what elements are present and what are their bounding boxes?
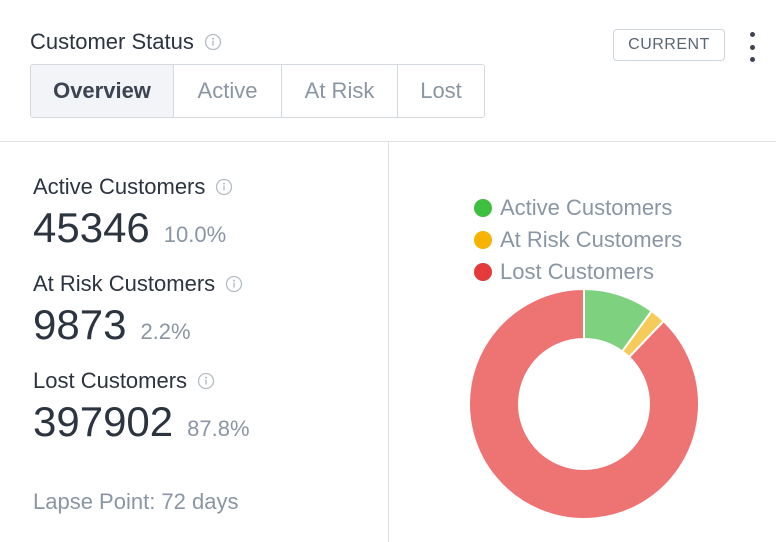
- stat-percent: 10.0%: [163, 222, 227, 247]
- info-icon[interactable]: [197, 372, 215, 390]
- stat-value: 9873: [33, 301, 127, 348]
- card-title: Customer Status: [30, 29, 194, 54]
- stat-at-risk: At Risk Customers 9873 2.2%: [33, 269, 373, 349]
- kebab-menu-icon[interactable]: [744, 32, 760, 62]
- info-icon[interactable]: [215, 178, 233, 196]
- legend-label: Active Customers: [500, 195, 673, 220]
- tab-overview[interactable]: Overview: [31, 65, 174, 117]
- stat-percent: 2.2%: [140, 319, 191, 344]
- legend-item-active[interactable]: Active Customers: [474, 192, 682, 224]
- stat-value-row: 397902 87.8%: [33, 398, 373, 446]
- legend-dot-lost: [474, 263, 492, 281]
- chart-legend: Active Customers At Risk Customers Lost …: [474, 192, 682, 288]
- stat-value-row: 9873 2.2%: [33, 301, 373, 349]
- stat-value: 45346: [33, 204, 150, 251]
- status-tabs: Overview Active At Risk Lost: [30, 64, 485, 118]
- card-title-row: Customer Status: [30, 29, 222, 55]
- info-icon[interactable]: [225, 275, 243, 293]
- legend-dot-active: [474, 199, 492, 217]
- stat-percent: 87.8%: [187, 416, 250, 441]
- donut-chart: [468, 288, 700, 520]
- stat-label-row: Lost Customers: [33, 366, 373, 396]
- column-divider: [388, 142, 389, 542]
- tab-at-risk[interactable]: At Risk: [282, 65, 398, 117]
- stat-label: Lost Customers: [33, 368, 188, 393]
- card-header: Customer Status CURRENT Overview Active …: [0, 0, 776, 142]
- tab-active[interactable]: Active: [174, 65, 282, 117]
- stat-active: Active Customers 45346 10.0%: [33, 172, 373, 252]
- legend-dot-at-risk: [474, 231, 492, 249]
- stat-value: 397902: [33, 398, 174, 445]
- legend-label: At Risk Customers: [500, 227, 683, 252]
- legend-item-lost[interactable]: Lost Customers: [474, 256, 682, 288]
- current-badge: CURRENT: [613, 29, 725, 61]
- kebab-dot: [749, 57, 755, 62]
- stat-label: Active Customers: [33, 174, 206, 199]
- stat-lost: Lost Customers 397902 87.8%: [33, 366, 373, 446]
- kebab-dot: [749, 44, 755, 50]
- stat-label-row: At Risk Customers: [33, 269, 373, 299]
- tab-lost[interactable]: Lost: [398, 65, 484, 117]
- legend-item-at-risk[interactable]: At Risk Customers: [474, 224, 682, 256]
- lapse-point: Lapse Point: 72 days: [33, 489, 239, 514]
- stat-label-row: Active Customers: [33, 172, 373, 202]
- stat-value-row: 45346 10.0%: [33, 204, 373, 252]
- kebab-dot: [749, 32, 755, 37]
- legend-label: Lost Customers: [500, 259, 655, 284]
- info-icon[interactable]: [204, 33, 222, 51]
- stat-label: At Risk Customers: [33, 271, 216, 296]
- stats-panel: Active Customers 45346 10.0% At Risk Cus…: [33, 172, 373, 463]
- donut-slice-lost[interactable]: [468, 288, 700, 520]
